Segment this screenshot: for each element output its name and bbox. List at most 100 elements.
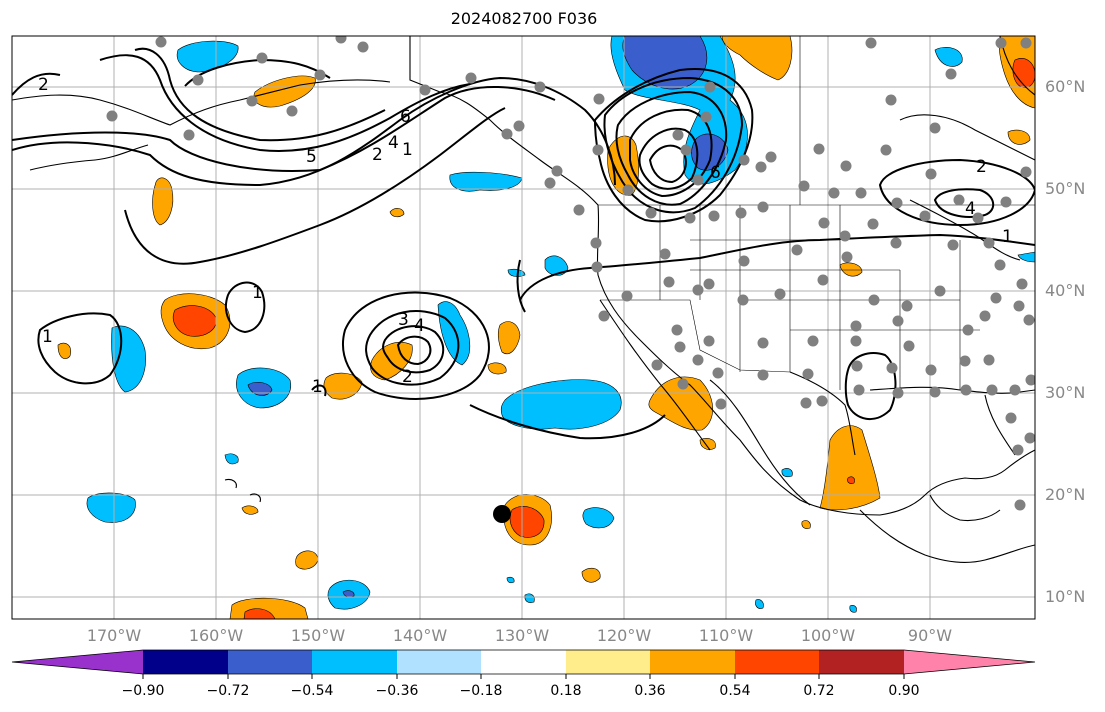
colorbar-tick-label: 0.18 bbox=[550, 683, 582, 699]
colorbar-segment bbox=[735, 650, 819, 674]
station-marker bbox=[813, 143, 825, 155]
station-marker bbox=[314, 69, 326, 81]
contour-label: 1 bbox=[402, 140, 413, 160]
station-marker bbox=[853, 384, 865, 396]
station-marker bbox=[501, 128, 513, 140]
station-marker bbox=[925, 168, 937, 180]
station-marker bbox=[1013, 300, 1025, 312]
station-marker bbox=[807, 335, 819, 347]
negative-anomaly-area bbox=[500, 379, 622, 430]
positive-anomaly-area bbox=[295, 550, 319, 570]
positive-anomaly-area bbox=[721, 36, 793, 81]
latitude-label: 60°N bbox=[1045, 77, 1086, 96]
station-marker bbox=[712, 367, 724, 379]
station-marker bbox=[986, 384, 998, 396]
longitude-label: 170°W bbox=[86, 626, 142, 645]
contour-label: 4 bbox=[388, 133, 399, 153]
colorbar-tick-label: −0.72 bbox=[206, 683, 250, 699]
station-marker bbox=[868, 294, 880, 306]
station-marker bbox=[692, 354, 704, 366]
station-marker bbox=[816, 395, 828, 407]
latitude-label: 30°N bbox=[1045, 383, 1086, 402]
station-marker bbox=[1023, 314, 1035, 326]
colorbar-segment bbox=[312, 650, 397, 674]
negative-anomaly-area bbox=[582, 507, 615, 529]
shaded-anomaly-layer bbox=[57, 36, 1035, 619]
station-marker bbox=[663, 276, 675, 288]
contour-label: 2 bbox=[402, 367, 413, 387]
strong-positive-anomaly-area bbox=[243, 608, 276, 619]
station-marker bbox=[979, 310, 991, 322]
longitude-label: 110°W bbox=[698, 626, 754, 645]
station-marker bbox=[892, 387, 904, 399]
station-marker bbox=[919, 210, 931, 222]
station-marker bbox=[947, 239, 959, 251]
station-marker bbox=[851, 360, 863, 372]
strong-positive-anomaly-area bbox=[509, 506, 545, 538]
station-marker bbox=[286, 105, 298, 117]
contour-lines bbox=[12, 47, 1035, 440]
station-marker bbox=[841, 251, 853, 263]
station-marker bbox=[960, 384, 972, 396]
contour-label: 1 bbox=[42, 327, 53, 347]
station-marker bbox=[573, 204, 585, 216]
station-markers bbox=[106, 36, 1035, 511]
station-marker bbox=[929, 386, 941, 398]
colorbar-segment bbox=[143, 650, 228, 674]
contour-label: 1 bbox=[252, 283, 263, 303]
station-marker bbox=[757, 201, 769, 213]
contour-label: 3 bbox=[398, 310, 409, 330]
station-marker bbox=[891, 197, 903, 209]
station-marker bbox=[818, 217, 830, 229]
station-marker bbox=[598, 310, 610, 322]
station-marker bbox=[703, 278, 715, 290]
station-marker bbox=[591, 261, 603, 273]
station-marker bbox=[674, 341, 686, 353]
station-marker bbox=[622, 184, 634, 196]
station-marker bbox=[865, 37, 877, 49]
positive-anomaly-area bbox=[1007, 129, 1031, 145]
station-marker bbox=[802, 368, 814, 380]
station-marker bbox=[1020, 166, 1032, 178]
contour-label: 4 bbox=[414, 316, 425, 336]
colorbar-segment bbox=[481, 650, 566, 674]
station-marker bbox=[737, 294, 749, 306]
station-marker bbox=[700, 111, 712, 123]
negative-anomaly-area bbox=[507, 268, 526, 277]
station-marker bbox=[774, 288, 786, 300]
station-marker bbox=[703, 335, 715, 347]
latitude-label: 40°N bbox=[1045, 281, 1086, 300]
station-marker bbox=[892, 315, 904, 327]
contour-label: 6 bbox=[710, 163, 721, 183]
colorbar-tick-label: −0.90 bbox=[121, 683, 165, 699]
strong-negative-anomaly-area bbox=[342, 590, 355, 598]
positive-anomaly-area bbox=[819, 425, 881, 511]
positive-anomaly-area bbox=[801, 520, 811, 529]
contour-label: 2 bbox=[976, 157, 987, 177]
colorbar-segment bbox=[650, 650, 735, 674]
negative-anomaly-area bbox=[1017, 251, 1035, 263]
station-marker bbox=[534, 81, 546, 93]
station-marker bbox=[246, 95, 258, 107]
negative-anomaly-area bbox=[544, 255, 569, 276]
negative-anomaly-area bbox=[86, 492, 136, 523]
station-marker bbox=[704, 81, 716, 93]
station-marker bbox=[1000, 196, 1012, 208]
station-marker bbox=[850, 335, 862, 347]
station-marker bbox=[692, 174, 704, 186]
station-marker bbox=[855, 187, 867, 199]
latitude-label: 50°N bbox=[1045, 179, 1086, 198]
positive-anomaly-area bbox=[581, 567, 601, 583]
station-marker bbox=[645, 207, 657, 219]
colorbar-tick-label: 0.72 bbox=[803, 683, 835, 699]
latitude-label: 20°N bbox=[1045, 485, 1086, 504]
longitude-label: 90°W bbox=[907, 626, 953, 645]
positive-anomaly-area bbox=[241, 505, 259, 515]
station-marker bbox=[735, 207, 747, 219]
station-marker bbox=[1014, 499, 1026, 511]
longitude-label: 130°W bbox=[494, 626, 550, 645]
station-marker bbox=[192, 74, 204, 86]
station-marker bbox=[994, 259, 1006, 271]
map-frame bbox=[11, 35, 1036, 620]
